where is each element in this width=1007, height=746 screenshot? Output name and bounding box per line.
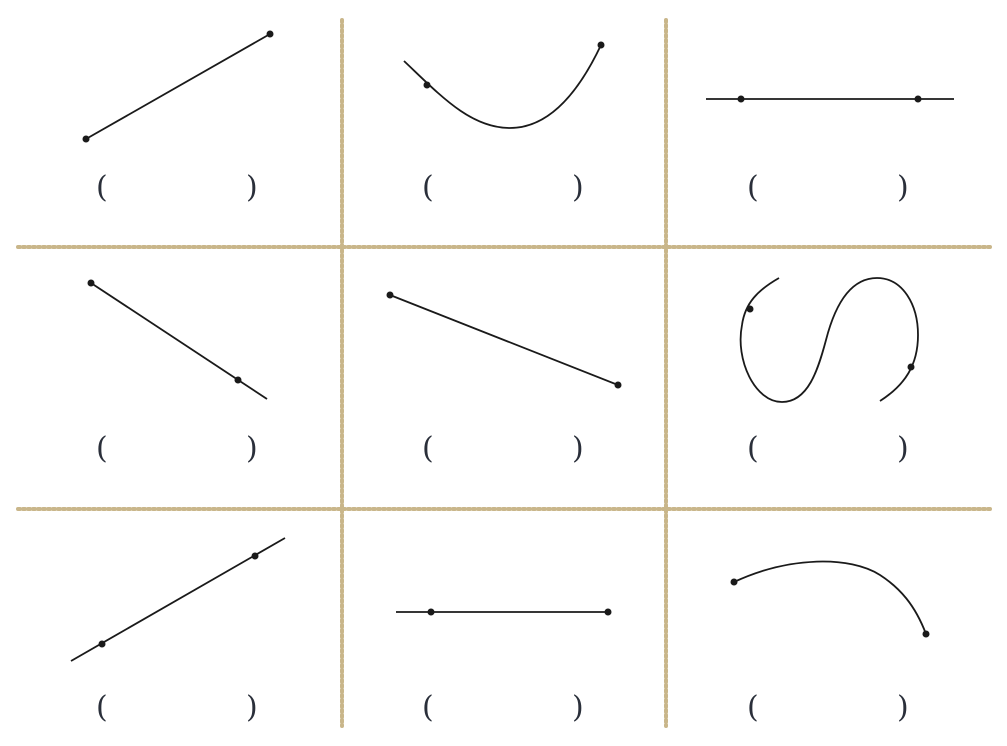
curve-endpoint bbox=[597, 41, 605, 49]
answer-open-paren: ( bbox=[422, 431, 434, 466]
answer-open-paren: ( bbox=[422, 170, 434, 205]
ray-point bbox=[234, 376, 242, 384]
segment-line bbox=[389, 294, 619, 386]
curve-point bbox=[746, 305, 754, 313]
s-curve-path bbox=[739, 277, 919, 403]
answer-close-paren: ) bbox=[572, 431, 584, 466]
answer-close-paren: ) bbox=[897, 690, 909, 725]
answer-close-paren: ) bbox=[246, 690, 258, 725]
cell-8-figure bbox=[396, 608, 612, 616]
curve-point bbox=[423, 81, 431, 89]
answer-close-paren: ) bbox=[246, 431, 258, 466]
answer-open-paren: ( bbox=[747, 431, 759, 466]
ray-endpoint bbox=[604, 608, 612, 616]
answer-open-paren: ( bbox=[96, 431, 108, 466]
answer-close-paren: ) bbox=[572, 690, 584, 725]
arc-path bbox=[733, 560, 927, 635]
answer-open-paren: ( bbox=[422, 690, 434, 725]
answer-open-paren: ( bbox=[96, 690, 108, 725]
cell-1-figure bbox=[82, 30, 274, 143]
line-point bbox=[98, 640, 106, 648]
endpoint bbox=[614, 381, 622, 389]
cell-7-figure bbox=[70, 537, 286, 662]
answer-close-paren: ) bbox=[246, 170, 258, 205]
curve-path bbox=[403, 44, 602, 129]
cell-4-figure bbox=[87, 279, 268, 400]
arc-endpoint bbox=[922, 630, 930, 638]
line-path bbox=[70, 537, 286, 662]
line-point bbox=[914, 95, 922, 103]
curve-point bbox=[907, 363, 915, 371]
grid-dividers bbox=[16, 18, 994, 728]
answer-open-paren: ( bbox=[747, 690, 759, 725]
segment-line bbox=[85, 33, 271, 140]
answer-open-paren: ( bbox=[747, 170, 759, 205]
cell-5-figure bbox=[386, 291, 622, 389]
ray-point bbox=[427, 608, 435, 616]
endpoint bbox=[266, 30, 274, 38]
line-point bbox=[737, 95, 745, 103]
cell-9-figure bbox=[730, 560, 930, 638]
endpoint bbox=[386, 291, 394, 299]
endpoint bbox=[82, 135, 90, 143]
line-point bbox=[251, 552, 259, 560]
cell-3-figure bbox=[706, 95, 954, 103]
answer-close-paren: ) bbox=[897, 431, 909, 466]
cell-2-figure bbox=[403, 41, 605, 129]
cell-6-figure bbox=[739, 277, 919, 403]
answer-close-paren: ) bbox=[897, 170, 909, 205]
answer-close-paren: ) bbox=[572, 170, 584, 205]
ray-endpoint bbox=[87, 279, 95, 287]
answer-open-paren: ( bbox=[96, 170, 108, 205]
arc-endpoint bbox=[730, 578, 738, 586]
